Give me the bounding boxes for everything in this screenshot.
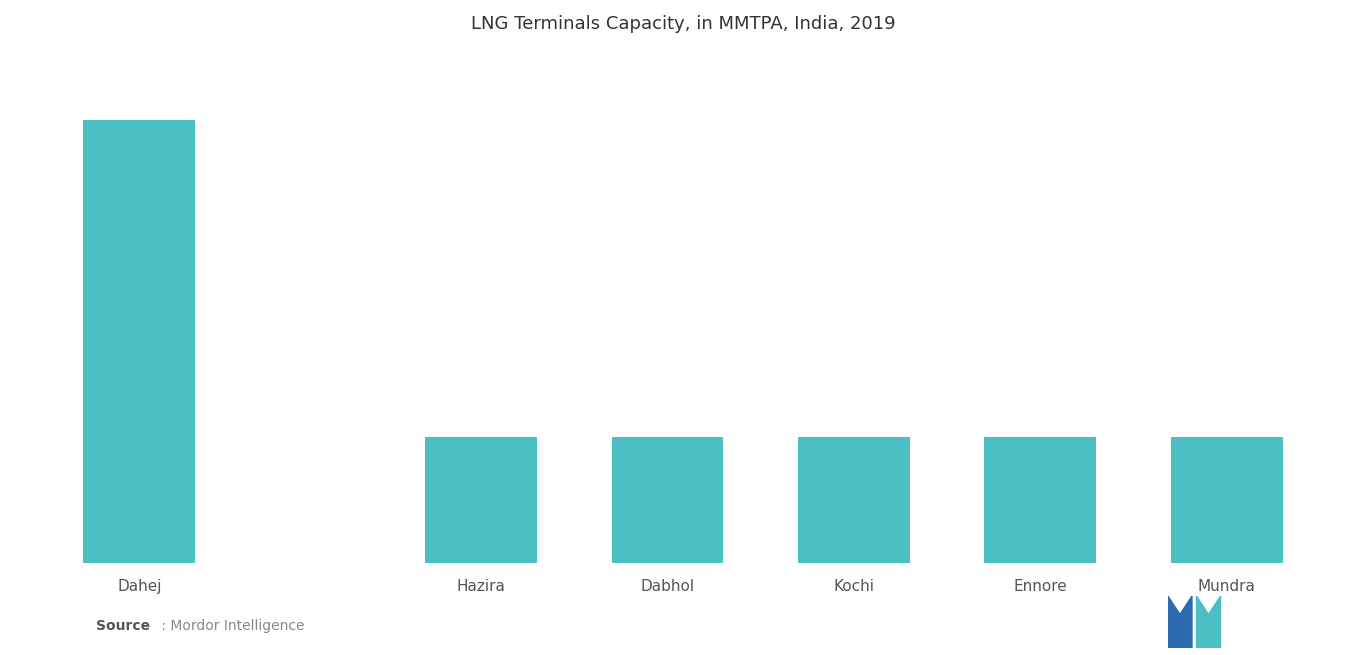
Bar xyxy=(612,437,724,563)
Polygon shape xyxy=(1168,596,1193,648)
Bar xyxy=(985,437,1097,563)
Bar xyxy=(1171,437,1283,563)
Bar xyxy=(425,437,537,563)
Text: Source: Source xyxy=(96,619,150,633)
Polygon shape xyxy=(1197,596,1221,648)
Text: : Mordor Intelligence: : Mordor Intelligence xyxy=(157,619,305,633)
Bar xyxy=(798,437,910,563)
Bar xyxy=(83,120,195,563)
Title: LNG Terminals Capacity, in MMTPA, India, 2019: LNG Terminals Capacity, in MMTPA, India,… xyxy=(471,15,895,33)
